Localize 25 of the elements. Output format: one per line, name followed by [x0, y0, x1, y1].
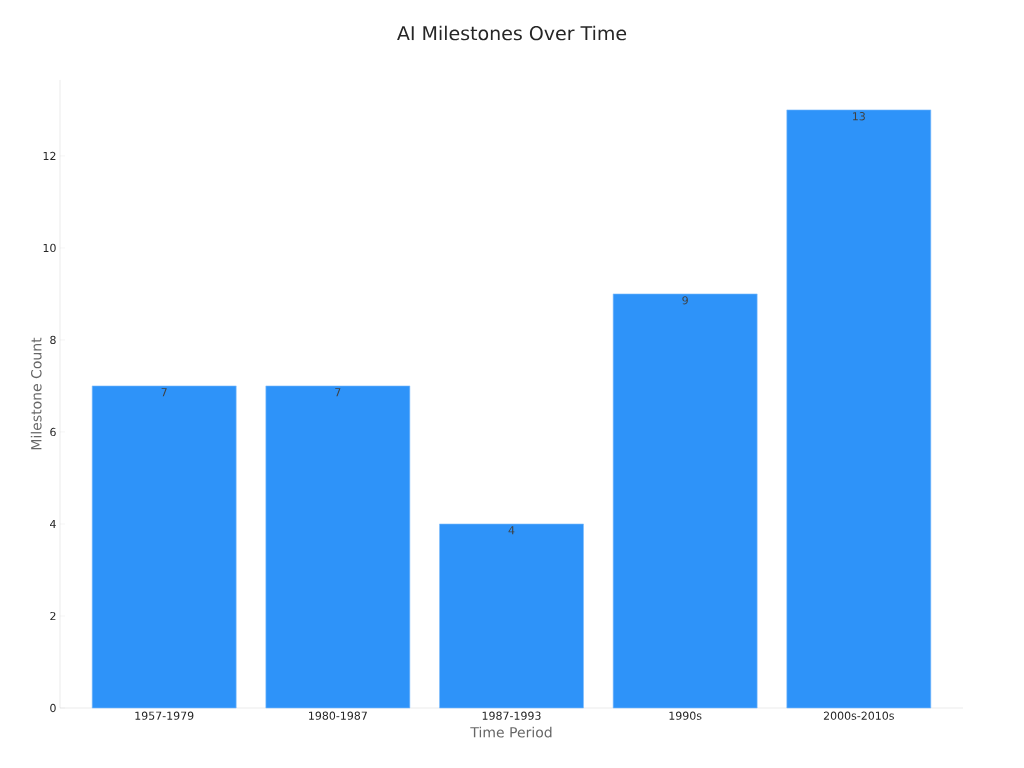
x-tick-label: 1957-1979 — [135, 711, 194, 720]
bar — [612, 293, 758, 709]
y-axis-title: Milestone Count — [30, 337, 42, 450]
bar — [91, 385, 237, 709]
bar — [265, 385, 411, 709]
y-tick-label: 4 — [50, 519, 56, 528]
x-axis-title: Time Period — [470, 726, 552, 738]
data-label: 7 — [161, 388, 167, 397]
x-tick-label: 2000s-2010s — [823, 711, 894, 720]
y-tick-label: 0 — [50, 703, 56, 713]
y-tick-label: 10 — [43, 243, 56, 253]
x-tick-label: 1980-1987 — [309, 711, 367, 720]
data-label: 4 — [508, 526, 515, 535]
y-tick-label: 2 — [50, 611, 56, 621]
y-tick-label: 6 — [50, 427, 56, 437]
data-label: 7 — [335, 388, 341, 397]
y-tick-label: 8 — [50, 335, 56, 345]
x-tick-label: 1987-1993 — [482, 711, 541, 720]
y-tick-label: 12 — [43, 151, 56, 160]
x-tick-label: 1990s — [669, 711, 702, 720]
bar — [786, 109, 932, 709]
chart-title: AI Milestones Over Time — [397, 25, 627, 41]
data-label: 9 — [682, 296, 688, 305]
data-label: 13 — [853, 112, 865, 121]
bar — [439, 523, 584, 709]
